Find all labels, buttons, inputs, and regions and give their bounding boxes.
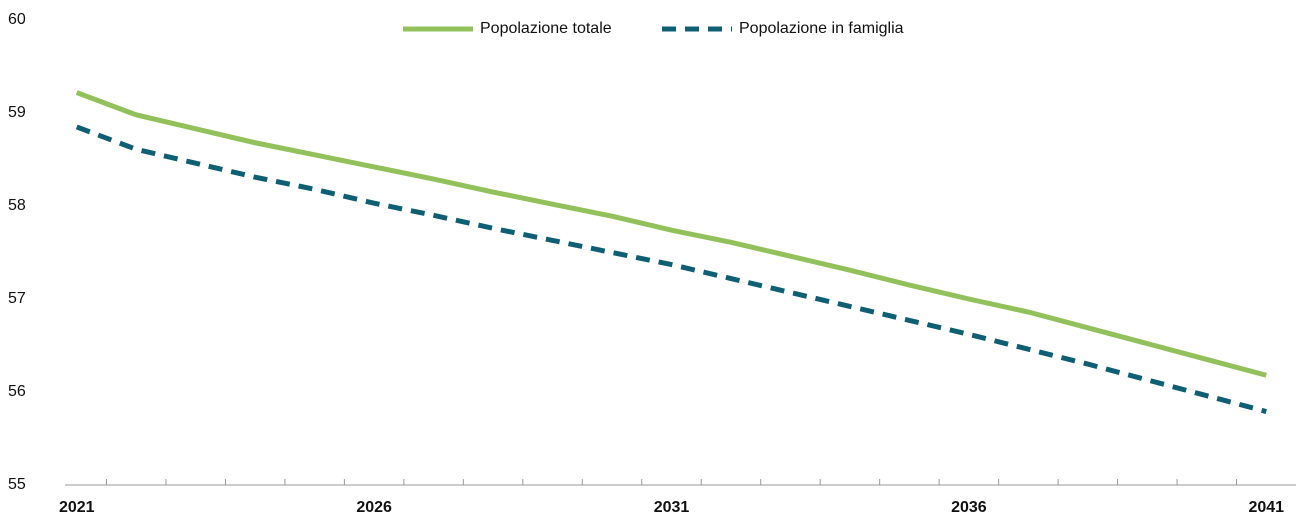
x-tick-label: 2041 [1248, 499, 1284, 516]
y-tick-label: 58 [8, 197, 26, 214]
x-tick-label: 2021 [59, 499, 95, 516]
y-tick-label: 59 [8, 104, 26, 121]
series-line [75, 124, 1267, 414]
x-tick-label: 2036 [951, 499, 987, 516]
legend-label: Popolazione totale [480, 20, 612, 37]
y-tick-label: 56 [8, 383, 26, 400]
legend-label: Popolazione in famiglia [739, 20, 904, 37]
series-line [75, 90, 1267, 378]
x-tick-label: 2026 [356, 499, 392, 516]
y-tick-label: 57 [8, 290, 26, 307]
x-tick-label: 2031 [654, 499, 690, 516]
y-tick-label: 55 [8, 476, 26, 493]
y-tick-label: 60 [8, 11, 26, 28]
